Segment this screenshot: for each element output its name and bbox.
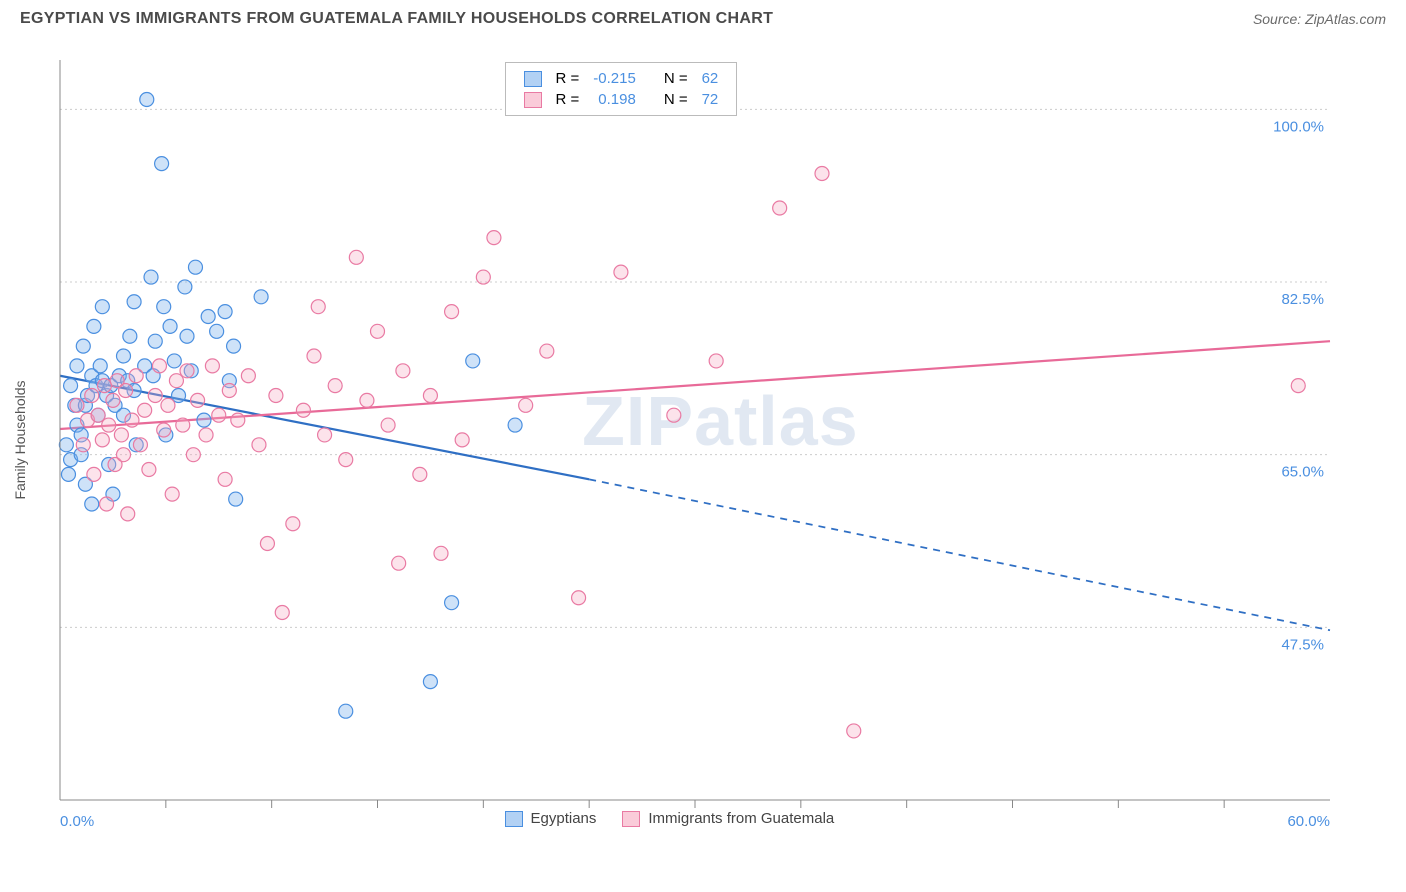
legend-label: Immigrants from Guatemala bbox=[648, 810, 834, 827]
legend-r-label: R = bbox=[550, 69, 586, 88]
chart-container: Family Households 47.5%65.0%82.5%100.0%Z… bbox=[50, 50, 1390, 830]
legend-r-label: R = bbox=[550, 90, 586, 109]
legend-swatch bbox=[524, 71, 542, 87]
legend-r-value: -0.215 bbox=[587, 69, 642, 88]
chart-source: Source: ZipAtlas.com bbox=[1253, 11, 1386, 27]
svg-text:ZIPatlas: ZIPatlas bbox=[582, 382, 858, 460]
legend-r-value: 0.198 bbox=[587, 90, 642, 109]
svg-text:0.0%: 0.0% bbox=[60, 813, 94, 830]
scatter-plot: 47.5% 65.0% 82.5% 100.0% ZIPatlas 0.0% 60.0% bbox=[50, 50, 1390, 830]
series-legend: Egyptians Immigrants from Guatemala bbox=[505, 810, 835, 827]
legend-swatch bbox=[622, 811, 640, 827]
legend-item: Egyptians bbox=[505, 810, 597, 827]
legend-label: Egyptians bbox=[531, 810, 597, 827]
correlation-legend: R =-0.215 N =62 R =0.198 N =72 bbox=[505, 62, 738, 116]
legend-item: Immigrants from Guatemala bbox=[622, 810, 834, 827]
legend-n-label: N = bbox=[658, 90, 694, 109]
y-axis-label: Family Households bbox=[12, 380, 28, 499]
svg-text:60.0%: 60.0% bbox=[1287, 813, 1330, 830]
svg-text:47.5%: 47.5% bbox=[1281, 636, 1324, 653]
legend-n-value: 62 bbox=[696, 69, 725, 88]
chart-title: EGYPTIAN VS IMMIGRANTS FROM GUATEMALA FA… bbox=[20, 10, 773, 28]
legend-n-value: 72 bbox=[696, 90, 725, 109]
legend-n-label: N = bbox=[658, 69, 694, 88]
svg-text:82.5%: 82.5% bbox=[1281, 291, 1324, 308]
legend-table: R =-0.215 N =62 R =0.198 N =72 bbox=[516, 67, 727, 111]
legend-swatch bbox=[524, 92, 542, 108]
svg-text:65.0%: 65.0% bbox=[1281, 464, 1324, 481]
chart-header: EGYPTIAN VS IMMIGRANTS FROM GUATEMALA FA… bbox=[0, 0, 1406, 34]
svg-text:100.0%: 100.0% bbox=[1273, 118, 1324, 135]
legend-swatch bbox=[505, 811, 523, 827]
